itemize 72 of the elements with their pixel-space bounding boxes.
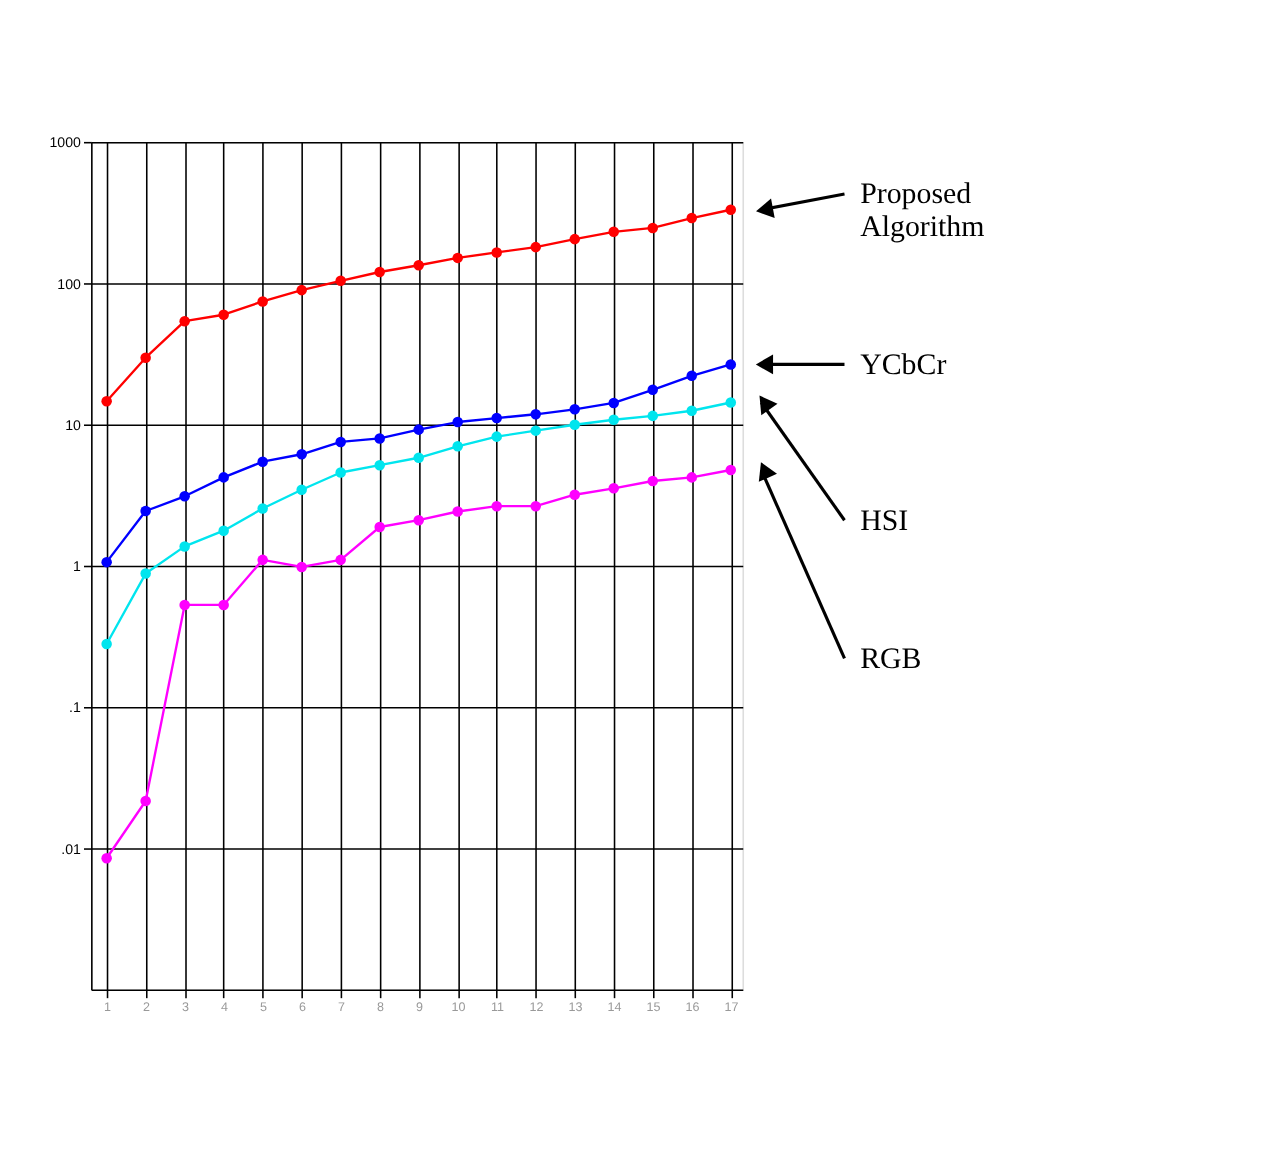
- point: [257, 296, 268, 307]
- point: [686, 472, 698, 483]
- point: [374, 459, 385, 471]
- point: [335, 467, 346, 478]
- point: [296, 561, 307, 573]
- point: [296, 449, 307, 460]
- text: YCbCr: [860, 349, 947, 382]
- point: [452, 416, 463, 428]
- point: [686, 212, 698, 224]
- point: [608, 483, 619, 494]
- point: [530, 500, 541, 512]
- point: [725, 464, 737, 476]
- point: [413, 259, 424, 271]
- point: [491, 412, 502, 424]
- point: [296, 284, 307, 296]
- point: [140, 505, 151, 517]
- point: [452, 441, 463, 452]
- point: [218, 472, 229, 483]
- point: [530, 409, 541, 420]
- point: [569, 233, 580, 245]
- point: [452, 252, 463, 264]
- point: [257, 503, 268, 514]
- point: [179, 599, 190, 611]
- point: [608, 397, 619, 409]
- point: [413, 452, 424, 464]
- point: [686, 370, 698, 382]
- point: [218, 525, 229, 536]
- point: [374, 266, 385, 278]
- point: [413, 424, 424, 435]
- point: [179, 491, 190, 502]
- point: [569, 404, 580, 415]
- point: [257, 554, 268, 566]
- point: [296, 484, 307, 495]
- point: [569, 419, 580, 431]
- point: [140, 795, 151, 807]
- point: [101, 395, 112, 407]
- point: [530, 425, 541, 436]
- point: [647, 222, 659, 234]
- point: [374, 433, 385, 444]
- point: [608, 226, 619, 238]
- point: [491, 247, 502, 258]
- point: [140, 352, 151, 363]
- point: [257, 456, 268, 467]
- point: [218, 309, 229, 320]
- point: [374, 521, 385, 533]
- point: [608, 414, 619, 425]
- text: HSI: [860, 505, 909, 538]
- point: [647, 384, 659, 396]
- point: [569, 489, 580, 500]
- point: [647, 410, 659, 422]
- point: [686, 405, 698, 417]
- text: RGB: [860, 643, 922, 676]
- point: [101, 852, 112, 864]
- point: [491, 431, 502, 442]
- point: [101, 556, 112, 568]
- point: [491, 500, 502, 512]
- point: [725, 397, 737, 408]
- point: [413, 514, 424, 526]
- point: [101, 638, 112, 650]
- point: [335, 275, 346, 287]
- point: [647, 475, 659, 487]
- point: [140, 568, 151, 579]
- point: [218, 599, 229, 611]
- point: [335, 436, 346, 448]
- point: [725, 359, 737, 370]
- point: [530, 241, 541, 253]
- point: [179, 541, 190, 552]
- point: [179, 315, 190, 327]
- point: [335, 554, 346, 566]
- point: [725, 204, 737, 215]
- text: Proposed Algorithm: [860, 179, 986, 245]
- point: [452, 506, 463, 517]
